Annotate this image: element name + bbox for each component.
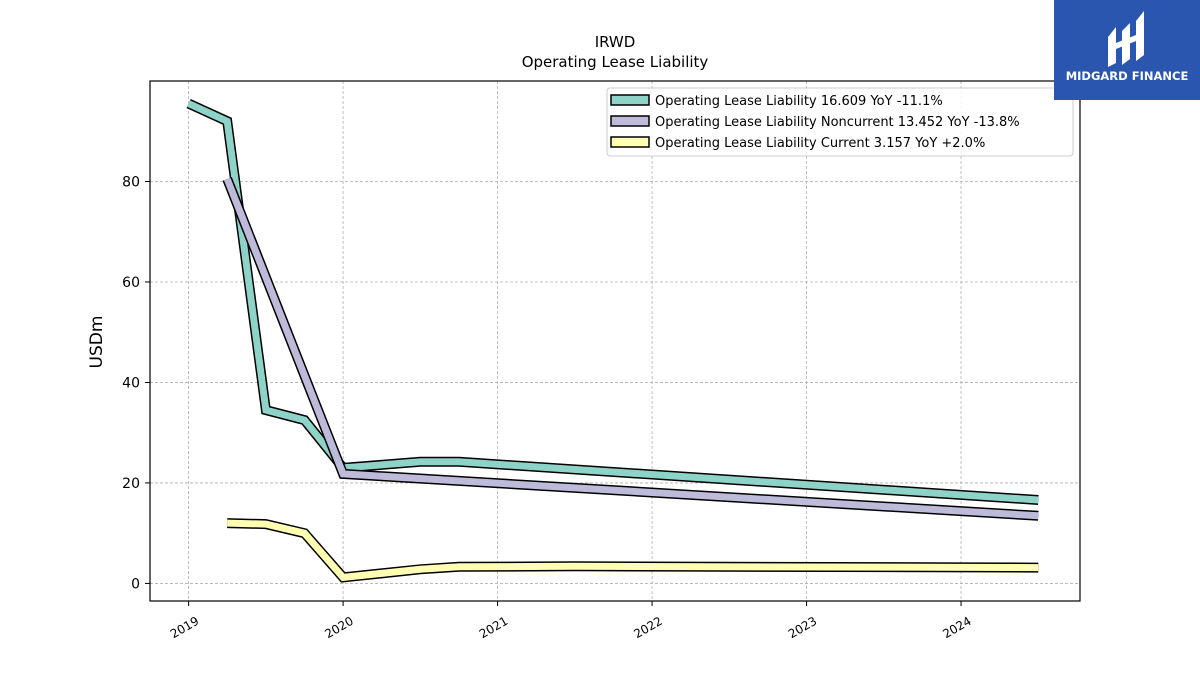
brand-logo: MIDGARD FINANCE	[1054, 0, 1200, 100]
y-axis-label: USDm	[87, 316, 107, 369]
legend-swatch	[610, 94, 650, 106]
series-2-line	[223, 177, 1039, 520]
legend-label: Operating Lease Liability Noncurrent 13.…	[655, 115, 1020, 130]
x-tick-label: 2019	[168, 614, 201, 641]
series-1-line	[187, 100, 1039, 504]
chart-subtitle: Operating Lease Liability	[522, 53, 709, 71]
legend-label: Operating Lease Liability Current 3.157 …	[655, 136, 985, 151]
legend-swatch	[610, 115, 650, 127]
x-tick-label: 2022	[631, 614, 664, 641]
plot-frame	[149, 80, 1081, 602]
x-tick-label: 2024	[940, 614, 973, 641]
x-tick-label: 2023	[786, 614, 819, 641]
x-tick-label: 2020	[322, 614, 355, 641]
x-tick-label: 2021	[477, 614, 510, 641]
y-tick-label: 20	[122, 476, 140, 492]
midgard-logo-icon	[1108, 11, 1144, 67]
y-tick-label: 0	[131, 576, 140, 592]
y-tick-label: 40	[122, 375, 140, 391]
chart-title: IRWD	[595, 33, 636, 51]
legend-label: Operating Lease Liability 16.609 YoY -11…	[655, 94, 943, 109]
y-tick-label: 80	[122, 174, 140, 190]
series-3-line	[227, 519, 1039, 582]
series-1-line-outline	[186, 99, 1039, 505]
logo-text: MIDGARD FINANCE	[1065, 69, 1189, 83]
legend-swatch	[610, 136, 650, 148]
legend-box	[606, 87, 1074, 157]
y-tick-label: 60	[122, 275, 140, 291]
